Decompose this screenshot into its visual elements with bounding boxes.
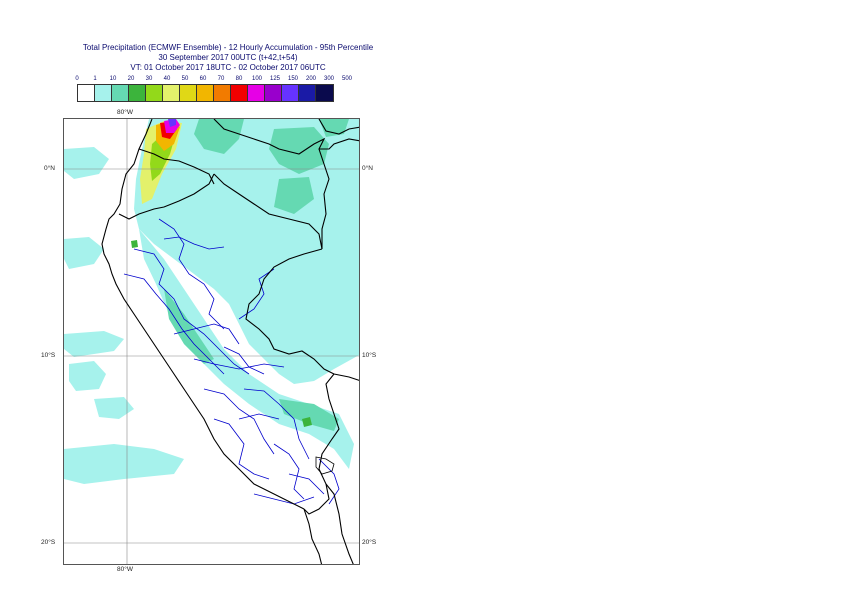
legend-swatch <box>214 85 231 101</box>
admin-border-15 <box>288 473 325 495</box>
legend-swatch <box>146 85 163 101</box>
legend-tick-label: 200 <box>305 76 317 82</box>
precip-area-west-1 <box>64 147 109 179</box>
admin-border-11 <box>318 458 340 505</box>
legend-tick-label: 20 <box>127 76 135 82</box>
legend-swatch <box>316 85 333 101</box>
border-venezuela-brazil <box>319 138 359 150</box>
legend-tick-labels: 0 1 10 20 30 40 50 60 70 80 100 125 150 200 300 500 <box>75 76 352 84</box>
precip-medium-east <box>279 399 339 431</box>
admin-border-6 <box>238 268 275 320</box>
legend-tick-label: 30 <box>145 76 153 82</box>
lat-20-label-right: 20°S <box>362 539 377 546</box>
lat-0-label-left: 0°N <box>44 165 55 172</box>
border-colombia-brazil <box>213 173 323 250</box>
precip-area-west-6 <box>94 397 134 419</box>
legend-tick-label: 10 <box>109 76 117 82</box>
precip-band-purple <box>168 119 176 127</box>
admin-border-16 <box>253 493 315 505</box>
admin-border-2 <box>133 248 250 375</box>
lat-0-label-right: 0°N <box>362 165 373 172</box>
lat-10-label-right: 10°S <box>362 352 377 359</box>
gridlines <box>64 119 359 564</box>
precip-intense-core <box>131 119 312 427</box>
lon-label-bottom: 80°W <box>117 566 133 573</box>
admin-borders <box>123 218 340 505</box>
legend-tick-label: 80 <box>235 76 243 82</box>
precip-area-west-2 <box>64 237 104 269</box>
precip-area-west-4 <box>69 361 106 391</box>
lat-10-label-left: 10°S <box>41 352 56 359</box>
legend-swatch <box>265 85 282 101</box>
precipitation-map <box>64 119 359 564</box>
lon-label-top: 80°W <box>117 109 133 116</box>
legend-tick-label: 0 <box>75 76 79 82</box>
precip-medium-andes <box>164 289 214 364</box>
precip-area-west-3 <box>64 331 124 357</box>
precip-spot-green <box>302 417 312 427</box>
border-ecuador-peru <box>118 173 215 220</box>
legend-tick-label: 50 <box>181 76 189 82</box>
legend-tick-label: 40 <box>163 76 171 82</box>
precip-medium-areas <box>164 119 349 431</box>
title-line-3: VT: 01 October 2017 18UTC - 02 October 2… <box>130 63 326 72</box>
border-venezuela-east <box>318 119 359 135</box>
legend-swatch <box>248 85 265 101</box>
admin-border-8 <box>213 418 270 480</box>
border-colombia-venezuela <box>213 119 330 249</box>
country-borders <box>101 119 359 564</box>
title-line-1: Total Precipitation (ECMWF Ensemble) - 1… <box>82 43 374 52</box>
legend-swatch <box>95 85 112 101</box>
border-chile <box>303 508 323 564</box>
coastline-pacific <box>101 119 305 510</box>
legend-tick-label: 70 <box>217 76 225 82</box>
precip-medium-north-2 <box>269 127 329 174</box>
legend-swatch <box>197 85 214 101</box>
map-frame[interactable] <box>63 118 360 565</box>
precip-medium-north-3 <box>274 177 314 214</box>
color-legend: 0 1 10 20 30 40 50 60 70 80 100 125 150 200 300 500 <box>75 76 352 102</box>
legend-tick-label: 500 <box>341 76 353 82</box>
legend-tick-label: 100 <box>251 76 263 82</box>
precip-spot-green-2 <box>131 240 138 248</box>
legend-swatch <box>78 85 95 101</box>
precip-area-west-5 <box>64 444 184 484</box>
border-bolivia-brazil <box>333 373 359 381</box>
legend-tick-label: 60 <box>199 76 207 82</box>
admin-border-14 <box>238 413 280 420</box>
legend-tick-label: 150 <box>287 76 299 82</box>
legend-swatch <box>180 85 197 101</box>
precip-light-areas <box>64 119 359 484</box>
admin-border-5 <box>193 358 285 370</box>
admin-border-7 <box>203 388 275 455</box>
legend-swatch <box>299 85 316 101</box>
border-peru-bolivia <box>303 373 340 515</box>
legend-swatch <box>282 85 299 101</box>
map-title: Total Precipitation (ECMWF Ensemble) - 1… <box>20 43 436 73</box>
lat-20-label-left: 20°S <box>41 539 56 546</box>
border-peru-brazil <box>245 248 335 375</box>
legend-swatch <box>163 85 180 101</box>
admin-border-10 <box>273 443 305 500</box>
precip-medium-north-1 <box>194 119 244 154</box>
border-ecuador-colombia <box>138 148 215 185</box>
admin-border-12 <box>163 236 225 250</box>
legend-tick-label: 125 <box>269 76 281 82</box>
legend-tick-label: 300 <box>323 76 335 82</box>
admin-border-1 <box>158 218 225 330</box>
legend-swatch <box>129 85 146 101</box>
admin-border-9 <box>243 388 310 460</box>
border-chile-bolivia <box>325 483 354 564</box>
lake-titicaca <box>315 456 335 475</box>
legend-swatch <box>231 85 248 101</box>
legend-color-boxes <box>77 84 334 102</box>
admin-border-3 <box>123 273 225 375</box>
legend-swatch <box>112 85 129 101</box>
admin-border-4 <box>173 323 240 345</box>
title-line-2: 30 September 2017 00UTC (t+42,t+54) <box>158 53 298 62</box>
admin-border-13 <box>223 346 265 375</box>
legend-tick-label: 1 <box>93 76 97 82</box>
